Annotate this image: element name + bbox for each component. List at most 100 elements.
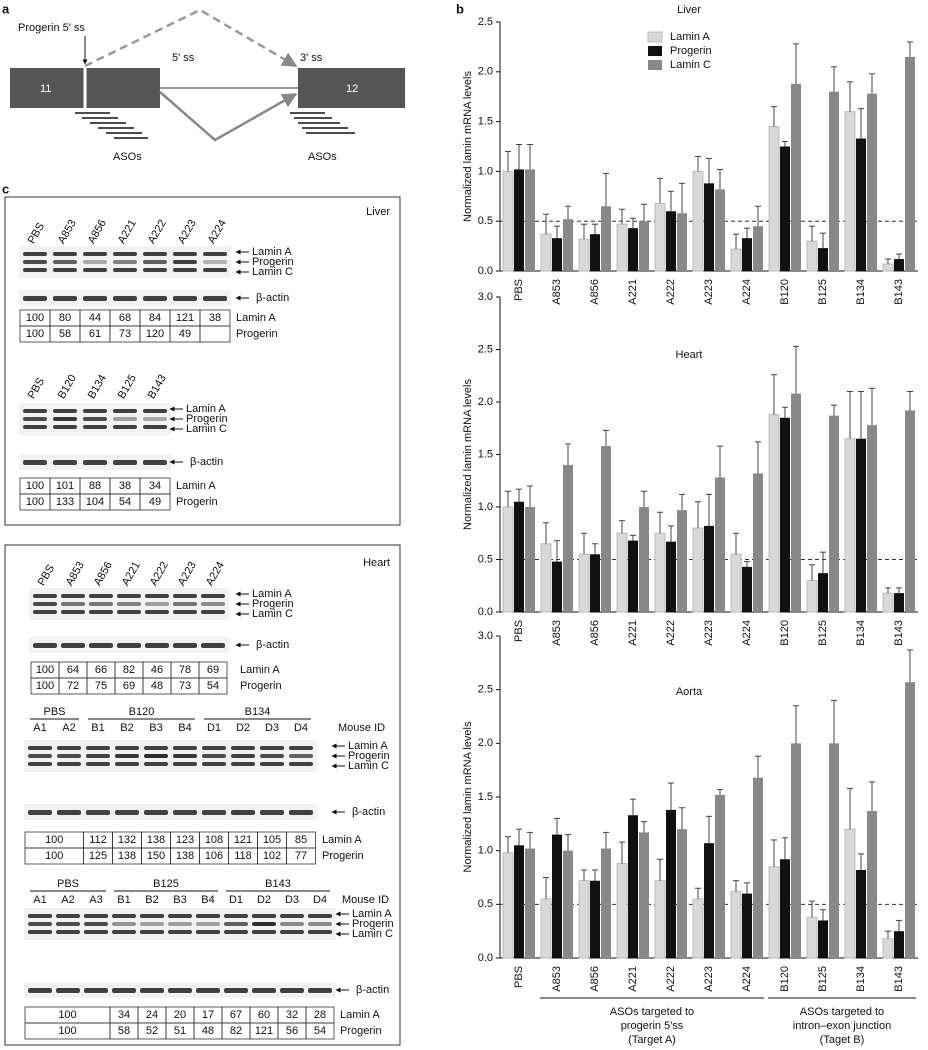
band <box>84 922 108 926</box>
group-label: B143 <box>265 878 291 890</box>
table-value: 72 <box>67 680 79 692</box>
x-tick-label: PBS <box>513 620 525 642</box>
band <box>33 610 57 614</box>
lane-label: A853 <box>64 560 87 588</box>
bar <box>753 777 763 958</box>
band <box>143 296 167 301</box>
table-value: 150 <box>147 850 165 862</box>
band <box>196 922 220 926</box>
band <box>86 810 110 815</box>
band <box>86 746 110 750</box>
row-label: Progerin <box>176 496 218 508</box>
group-label: B134 <box>245 706 271 718</box>
band <box>231 762 255 766</box>
band <box>117 610 141 614</box>
table-value: 82 <box>123 664 135 676</box>
band <box>28 914 52 918</box>
y-tick-label: 0.0 <box>478 606 493 618</box>
band <box>53 409 77 413</box>
band <box>84 914 108 918</box>
bar <box>715 189 725 271</box>
band <box>173 260 197 264</box>
y-tick-label: 1.5 <box>478 116 493 128</box>
table-value: 121 <box>255 1025 273 1037</box>
band-label: Lamin C <box>252 266 293 278</box>
table-value: 105 <box>263 834 281 846</box>
band <box>115 746 139 750</box>
bar <box>730 248 742 272</box>
band-label: Lamin C <box>352 928 393 940</box>
band <box>201 610 225 614</box>
row-label: Lamin A <box>240 664 280 676</box>
table-value: 138 <box>118 850 136 862</box>
mouse-id: A2 <box>62 722 75 734</box>
group-label: (Target A) <box>628 1034 676 1046</box>
bar <box>856 138 866 271</box>
band <box>252 922 276 926</box>
legend-label: Progerin <box>670 45 712 57</box>
bar <box>677 829 687 958</box>
table-value: 54 <box>207 680 219 692</box>
band <box>260 762 284 766</box>
lane-label: A856 <box>92 560 115 588</box>
y-tick-label: 3.0 <box>478 630 493 642</box>
band <box>86 754 110 758</box>
group-label: ASOs targeted to <box>800 1006 884 1018</box>
band <box>196 988 220 993</box>
mouse-id: D4 <box>313 894 327 906</box>
x-tick-label: A856 <box>589 279 601 305</box>
band <box>173 602 197 606</box>
blot-background <box>24 804 317 820</box>
mouse-id: B2 <box>145 894 158 906</box>
lane-label: A853 <box>56 218 79 246</box>
aso-label: ASOs <box>113 151 142 163</box>
band <box>53 260 77 264</box>
bar <box>780 146 790 271</box>
band <box>289 762 313 766</box>
table-value: 52 <box>146 1025 158 1037</box>
bar <box>514 501 524 612</box>
bar <box>540 543 552 613</box>
bar <box>502 506 514 613</box>
band <box>143 417 167 421</box>
band <box>61 602 85 606</box>
bar <box>844 438 856 613</box>
band <box>113 260 137 264</box>
bar <box>905 56 915 271</box>
x-tick-label: B125 <box>817 620 829 646</box>
table-value: 38 <box>209 312 221 324</box>
table-value: 60 <box>258 1009 270 1021</box>
bar <box>806 916 818 959</box>
band <box>61 594 85 598</box>
band <box>56 922 80 926</box>
group-label: B120 <box>129 706 155 718</box>
mouse-id: D1 <box>207 722 221 734</box>
bar <box>578 238 590 272</box>
panel-label: b <box>456 1 464 16</box>
bar <box>525 169 535 271</box>
mouse-id: D1 <box>229 894 243 906</box>
band <box>57 754 81 758</box>
x-tick-label: A222 <box>665 620 677 646</box>
bar <box>742 893 752 958</box>
bar <box>894 259 904 271</box>
table-value: 73 <box>119 328 131 340</box>
blot-box <box>4 196 401 526</box>
bar <box>742 566 752 612</box>
band <box>196 930 220 934</box>
band-label: β-actin <box>190 456 223 468</box>
y-tick-label: 2.5 <box>478 16 493 28</box>
x-tick-label: B120 <box>779 966 791 992</box>
x-tick-label: B120 <box>779 279 791 305</box>
bar <box>856 438 866 612</box>
bar <box>525 507 535 612</box>
band <box>83 260 107 264</box>
bar <box>552 834 562 958</box>
band-label: Progerin <box>252 598 294 610</box>
bar <box>552 561 562 612</box>
bar <box>616 532 628 613</box>
band <box>308 930 332 934</box>
bar <box>829 91 839 271</box>
band <box>140 930 164 934</box>
bar <box>525 848 535 958</box>
